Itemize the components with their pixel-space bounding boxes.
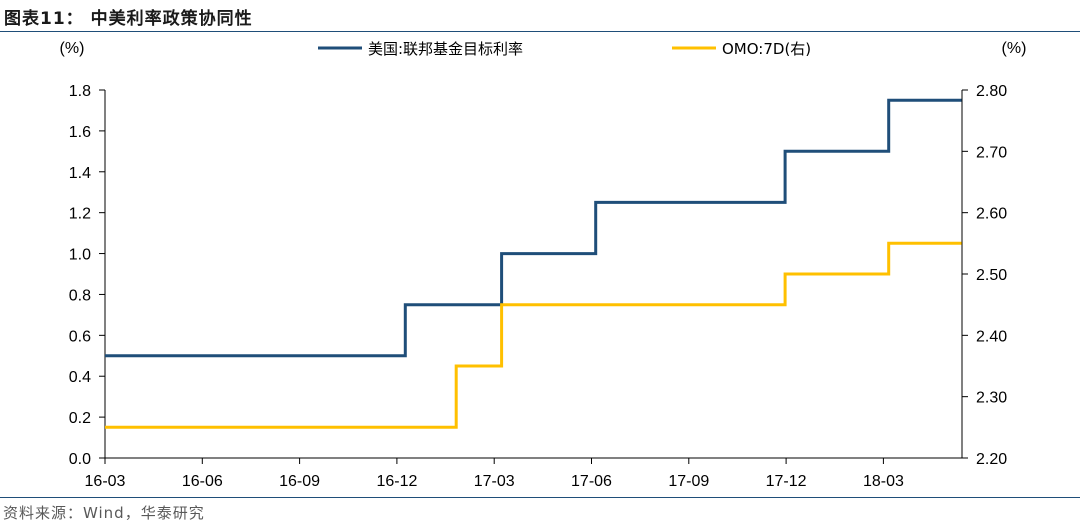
left-axis-unit: (%) xyxy=(60,40,85,57)
x-tick-label: 16-06 xyxy=(182,473,223,490)
x-tick-label: 17-06 xyxy=(571,473,612,490)
title-rule xyxy=(0,31,1080,32)
source-rule xyxy=(0,497,1080,498)
left-tick-label: 1.6 xyxy=(69,124,91,141)
series-line-2 xyxy=(105,241,962,429)
series-line-1 xyxy=(105,98,962,358)
right-tick-label: 2.60 xyxy=(976,206,1007,223)
left-tick-label: 1.2 xyxy=(69,206,91,223)
x-tick-label: 16-12 xyxy=(376,473,417,490)
right-tick-label: 2.20 xyxy=(976,451,1007,468)
right-tick-label: 2.80 xyxy=(976,83,1007,100)
x-tick-label: 17-03 xyxy=(474,473,515,490)
left-tick-label: 0.6 xyxy=(69,328,91,345)
left-tick-label: 0.2 xyxy=(69,410,91,427)
right-axis-unit: (%) xyxy=(1002,40,1027,57)
left-tick-label: 0.0 xyxy=(69,451,91,468)
legend-label-1: 美国:联邦基金目标利率 xyxy=(368,40,523,58)
source-note: 资料来源：Wind，华泰研究 xyxy=(3,504,205,522)
legend-label-2: OMO:7D(右) xyxy=(722,40,811,58)
x-tick-label: 17-09 xyxy=(668,473,709,490)
right-tick-label: 2.50 xyxy=(976,267,1007,284)
right-tick-label: 2.70 xyxy=(976,144,1007,161)
right-tick-label: 2.30 xyxy=(976,390,1007,407)
figure-title-bar: 图表11： 中美利率政策协同性 xyxy=(0,0,1080,36)
left-tick-label: 1.4 xyxy=(69,165,91,182)
x-tick-label: 18-03 xyxy=(863,473,904,490)
right-tick-label: 2.40 xyxy=(976,328,1007,345)
rate-chart: 1.8 1.6 1.4 1.2 1.0 0.8 0.6 0.4 0.2 0.0 2.80 2.70 2.… xyxy=(60,40,1027,490)
x-tick-label: 16-03 xyxy=(85,473,126,490)
x-tick-label: 17-12 xyxy=(766,473,807,490)
x-tick-label: 16-09 xyxy=(279,473,320,490)
left-tick-label: 0.8 xyxy=(69,287,91,304)
figure-title: 图表11： 中美利率政策协同性 xyxy=(4,9,253,29)
left-tick-label: 1.0 xyxy=(69,247,91,264)
left-tick-label: 0.4 xyxy=(69,369,91,386)
left-tick-label: 1.8 xyxy=(69,83,91,100)
